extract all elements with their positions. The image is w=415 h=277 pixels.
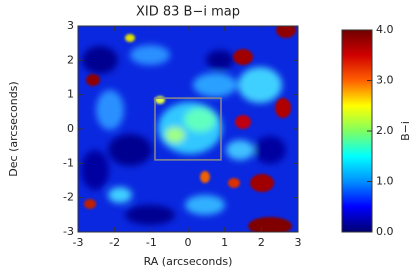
chart-title: XID 83 B−i map	[136, 5, 240, 20]
y-tick-label: -3	[63, 225, 74, 238]
x-axis-label: RA (arcseconds)	[144, 255, 233, 268]
x-tick-label: 1	[221, 236, 228, 249]
colorbar-tick-label: 1.0	[376, 175, 394, 188]
heatmap-image	[78, 26, 298, 232]
colorbar-label: B−i	[399, 121, 412, 141]
x-tick-label: 2	[258, 236, 265, 249]
colorbar-tick-label: 2.0	[376, 124, 394, 137]
y-tick-label: 2	[67, 53, 74, 66]
colorbar-tick-label: 3.0	[376, 74, 394, 87]
x-tick-label: 0	[185, 236, 192, 249]
x-tick-label: -1	[146, 236, 157, 249]
y-tick-label: 0	[67, 122, 74, 135]
colorbar-tick-label: 0.0	[376, 225, 394, 238]
y-axis-label: Dec (arcseconds)	[7, 81, 20, 176]
x-tick-label: 3	[295, 236, 302, 249]
region-box	[154, 97, 222, 161]
y-tick-label: -2	[63, 191, 74, 204]
y-tick-label: -1	[63, 156, 74, 169]
y-tick-label: 1	[67, 88, 74, 101]
x-tick-label: -3	[73, 236, 84, 249]
colorbar-tick-label: 4.0	[376, 23, 394, 36]
y-tick-label: 3	[67, 19, 74, 32]
x-tick-label: -2	[109, 236, 120, 249]
